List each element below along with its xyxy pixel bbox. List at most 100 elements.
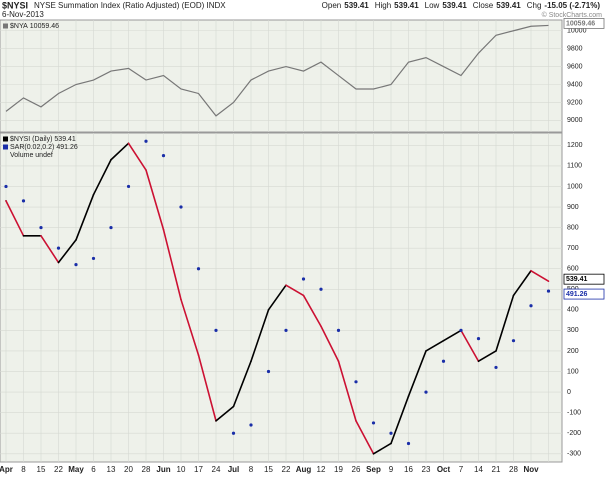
sar-dot <box>301 277 306 281</box>
last-value: 539.41 <box>566 276 588 283</box>
date: 6-Nov-2013 <box>2 10 44 19</box>
y-tick-label: 9000 <box>567 117 583 124</box>
sar-dot <box>511 339 516 343</box>
y-tick-label: -300 <box>567 451 581 458</box>
x-tick-label: Apr <box>0 465 13 474</box>
plot-area <box>0 19 563 133</box>
y-tick-label: 0 <box>567 389 571 396</box>
y-tick-label: 9200 <box>567 99 583 106</box>
y-tick-label: 600 <box>567 266 579 273</box>
line-segment <box>530 269 550 282</box>
line-segment <box>57 239 77 264</box>
sar-dot <box>284 328 288 332</box>
y-tick-label: 10000 <box>567 28 587 35</box>
quote-label: Chg <box>527 1 542 10</box>
x-tick-label: May <box>68 465 84 474</box>
legend-value: 10059.46 <box>30 23 59 30</box>
y-tick-label: 9600 <box>567 63 583 70</box>
last-value-box <box>563 18 605 29</box>
line-segment <box>127 142 147 171</box>
sar-dot <box>74 263 78 267</box>
last-value-box <box>563 273 605 285</box>
x-tick-label: Aug <box>296 465 312 474</box>
x-tick-label: 20 <box>124 465 133 474</box>
x-tick-label: Sep <box>366 465 381 474</box>
legend-swatch <box>3 136 8 142</box>
y-tick-label: 9400 <box>567 81 583 88</box>
line-segment <box>355 420 375 455</box>
copyright: © StockCharts.com <box>542 11 603 19</box>
x-tick-label: Oct <box>437 465 451 474</box>
description: NYSE Summation Index (Ratio Adjusted) (E… <box>34 1 226 10</box>
sar-dot <box>249 423 253 427</box>
line-segment <box>512 269 532 297</box>
y-tick-label: 1100 <box>567 163 582 170</box>
sar-dot <box>109 225 113 230</box>
sar-dot <box>144 139 148 143</box>
x-tick-label: 7 <box>459 465 464 474</box>
legend-name: $NYSI (Daily) <box>10 136 52 143</box>
line-segment <box>232 360 252 408</box>
line-segment <box>320 325 340 363</box>
legend-name: $NYA <box>10 23 28 30</box>
line-segment <box>285 284 305 297</box>
sar-dot <box>371 421 376 425</box>
line-segment <box>250 309 270 363</box>
x-tick-label: 12 <box>317 465 326 474</box>
sar-dot <box>476 337 481 341</box>
x-tick-label: 22 <box>282 465 291 474</box>
quote-value: 539.41 <box>442 1 467 10</box>
sar-dot <box>406 441 411 446</box>
y-tick-label: 200 <box>567 348 579 355</box>
line-segment <box>75 193 95 241</box>
line-segment <box>337 360 357 422</box>
quote-label: Close <box>473 1 494 10</box>
sar-dot <box>126 184 131 189</box>
sar-dot <box>336 328 341 332</box>
x-tick-label: 23 <box>422 465 431 474</box>
line-segment <box>407 350 427 398</box>
last-value: 10059.46 <box>566 20 595 27</box>
quote-label: High <box>375 1 391 10</box>
y-tick-label: -100 <box>567 409 581 416</box>
x-tick-label: 8 <box>249 465 254 474</box>
quote-value: 539.41 <box>394 1 419 10</box>
x-tick-label: Jun <box>156 465 170 474</box>
sar-dot <box>214 328 218 332</box>
line-segment <box>425 339 445 352</box>
y-tick-label: 300 <box>567 327 579 334</box>
x-tick-label: 14 <box>474 465 483 474</box>
sar-dot <box>161 154 166 158</box>
x-tick-label: 13 <box>107 465 116 474</box>
legend-note: Volume undef <box>10 152 53 159</box>
line-segment <box>215 405 235 422</box>
y-tick-label: 100 <box>567 368 579 375</box>
x-tick-label: 21 <box>492 465 501 474</box>
y-tick-label: 900 <box>567 204 579 211</box>
x-tick-label: 8 <box>21 465 26 474</box>
x-tick-label: 28 <box>509 465 518 474</box>
x-tick-label: 22 <box>54 465 63 474</box>
line-segment <box>197 354 217 422</box>
line-segment <box>460 329 480 363</box>
sar-dot <box>196 267 201 271</box>
sar-dot <box>319 287 323 291</box>
legend-name: SAR(0.02,0.2) <box>10 144 54 151</box>
x-tick-label: 6 <box>91 465 96 474</box>
x-tick-label: Nov <box>523 465 539 474</box>
line-segment <box>40 235 60 264</box>
sar-dot <box>39 225 43 230</box>
sar-dot <box>389 431 393 435</box>
x-tick-label: 9 <box>389 465 394 474</box>
x-tick-label: 19 <box>334 465 343 474</box>
y-tick-label: 800 <box>567 224 579 231</box>
x-tick-label: 10 <box>177 465 186 474</box>
y-tick-label: 1200 <box>567 142 583 149</box>
x-tick-label: 16 <box>404 465 413 474</box>
y-tick-label: -200 <box>567 430 581 437</box>
legend-swatch <box>3 144 8 150</box>
line-segment <box>442 329 462 342</box>
y-tick-label: 1000 <box>567 183 583 190</box>
line-segment <box>92 158 112 196</box>
